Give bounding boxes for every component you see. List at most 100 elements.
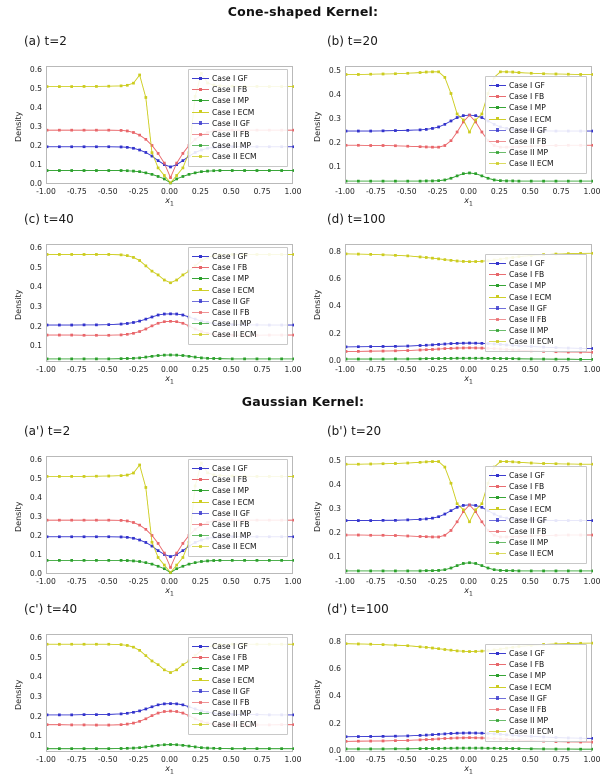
legend-item-case-ii-mp[interactable]: Case II MP [192,140,283,151]
legend-item-case-ii-mp[interactable]: Case II MP [489,537,582,548]
legend-item-case-i-fb[interactable]: Case I FB [489,659,582,670]
legend-swatch-icon [192,642,209,651]
y-tick-label: 0.2 [29,140,42,150]
legend-item-case-i-mp[interactable]: Case I MP [192,485,283,496]
legend-swatch-icon [192,653,209,662]
legend-swatch-icon [489,92,506,101]
legend-item-case-ii-gf[interactable]: Case II GF [489,693,582,704]
legend-item-case-i-gf[interactable]: Case I GF [489,470,582,481]
legend-item-case-ii-fb[interactable]: Case II FB [489,526,582,537]
legend-item-case-ii-fb[interactable]: Case II FB [489,136,582,147]
legend-item-case-i-gf[interactable]: Case I GF [192,463,283,474]
y-tick-label: 0.5 [29,652,42,662]
legend-item-case-ii-mp[interactable]: Case II MP [489,147,582,158]
y-axis-title-dp: Density [313,679,322,710]
legend-ap[interactable]: Case I GF Case I FB Case I MP Case I ECM Cas… [188,459,288,557]
legend-item-case-i-mp[interactable]: Case I MP [192,663,283,674]
legend-cp[interactable]: Case I GF Case I FB Case I MP Case I ECM Cas… [188,637,288,735]
legend-item-case-ii-ecm[interactable]: Case II ECM [489,726,582,737]
legend-item-case-ii-mp[interactable]: Case II MP [192,318,283,329]
legend-item-case-i-gf[interactable]: Case I GF [489,258,582,269]
legend-a[interactable]: Case I GF Case I FB Case I MP Case I ECM Cas… [188,69,288,167]
legend-item-case-ii-gf[interactable]: Case II GF [489,303,582,314]
x-axis-title-d: x1 [464,374,473,386]
legend-item-case-i-ecm[interactable]: Case I ECM [489,292,582,303]
legend-item-case-i-fb[interactable]: Case I FB [192,652,283,663]
legend-b[interactable]: Case I GF Case I FB Case I MP Case I ECM Cas… [485,76,587,174]
legend-label: Case II MP [212,141,252,151]
legend-item-case-ii-gf[interactable]: Case II GF [192,508,283,519]
legend-item-case-i-fb[interactable]: Case I FB [489,91,582,102]
legend-item-case-i-gf[interactable]: Case I GF [489,80,582,91]
legend-item-case-ii-ecm[interactable]: Case II ECM [192,151,283,162]
legend-bp[interactable]: Case I GF Case I FB Case I MP Case I ECM Cas… [485,466,587,564]
legend-label: Case I FB [212,475,248,485]
legend-item-case-i-fb[interactable]: Case I FB [192,262,283,273]
legend-label: Case II MP [509,716,549,726]
legend-label: Case II FB [509,705,547,715]
legend-label: Case II FB [509,527,547,537]
x-tick-label: 0.75 [552,187,570,196]
legend-item-case-i-gf[interactable]: Case I GF [192,251,283,262]
legend-item-case-i-mp[interactable]: Case I MP [489,670,582,681]
legend-item-case-i-ecm[interactable]: Case I ECM [489,682,582,693]
legend-item-case-i-ecm[interactable]: Case I ECM [489,504,582,515]
legend-item-case-i-ecm[interactable]: Case I ECM [192,497,283,508]
legend-item-case-i-gf[interactable]: Case I GF [489,648,582,659]
legend-item-case-i-mp[interactable]: Case I MP [192,95,283,106]
y-tick-label: 0.2 [29,711,42,721]
legend-item-case-ii-gf[interactable]: Case II GF [489,515,582,526]
legend-item-case-i-ecm[interactable]: Case I ECM [192,107,283,118]
legend-item-case-ii-mp[interactable]: Case II MP [489,325,582,336]
legend-c[interactable]: Case I GF Case I FB Case I MP Case I ECM Cas… [188,247,288,345]
legend-label: Case I ECM [509,682,552,692]
legend-dp[interactable]: Case I GF Case I FB Case I MP Case I ECM Cas… [485,644,587,742]
x-tick-label: 0.75 [253,187,271,196]
legend-item-case-i-fb[interactable]: Case I FB [489,481,582,492]
legend-item-case-ii-fb[interactable]: Case II FB [192,129,283,140]
legend-swatch-icon [489,326,506,335]
legend-item-case-i-fb[interactable]: Case I FB [192,84,283,95]
legend-item-case-ii-mp[interactable]: Case II MP [489,715,582,726]
legend-label: Case I GF [509,649,545,659]
legend-item-case-ii-ecm[interactable]: Case II ECM [192,719,283,730]
legend-item-case-ii-gf[interactable]: Case II GF [192,118,283,129]
legend-item-case-i-mp[interactable]: Case I MP [489,280,582,291]
legend-item-case-ii-fb[interactable]: Case II FB [192,519,283,530]
legend-item-case-i-mp[interactable]: Case I MP [489,492,582,503]
legend-item-case-i-mp[interactable]: Case I MP [489,102,582,113]
series-case-ii-ecm [346,460,593,524]
legend-label: Case II GF [509,515,548,525]
legend-item-case-ii-fb[interactable]: Case II FB [192,697,283,708]
legend-item-case-i-mp[interactable]: Case I MP [192,273,283,284]
legend-item-case-ii-ecm[interactable]: Case II ECM [192,329,283,340]
legend-item-case-i-gf[interactable]: Case I GF [192,641,283,652]
y-tick-label: 0.1 [29,341,42,351]
legend-item-case-ii-ecm[interactable]: Case II ECM [489,336,582,347]
x-tick-label: -0.75 [366,365,386,374]
legend-item-case-ii-ecm[interactable]: Case II ECM [192,541,283,552]
legend-item-case-i-fb[interactable]: Case I FB [192,474,283,485]
legend-item-case-i-ecm[interactable]: Case I ECM [489,114,582,125]
legend-item-case-ii-gf[interactable]: Case II GF [192,296,283,307]
legend-item-case-ii-fb[interactable]: Case II FB [489,704,582,715]
legend-item-case-ii-mp[interactable]: Case II MP [192,530,283,541]
x-tick-label: 0.50 [222,365,240,374]
legend-item-case-ii-gf[interactable]: Case II GF [192,686,283,697]
legend-item-case-i-ecm[interactable]: Case I ECM [192,675,283,686]
legend-item-case-ii-fb[interactable]: Case II FB [489,314,582,325]
legend-item-case-ii-mp[interactable]: Case II MP [192,708,283,719]
legend-item-case-i-ecm[interactable]: Case I ECM [192,285,283,296]
legend-item-case-i-gf[interactable]: Case I GF [192,73,283,84]
legend-item-case-ii-fb[interactable]: Case II FB [192,307,283,318]
legend-item-case-i-fb[interactable]: Case I FB [489,269,582,280]
legend-label: Case I FB [509,482,545,492]
x-tick-label: 0.00 [161,187,178,196]
legend-label: Case II ECM [212,542,257,552]
legend-item-case-ii-ecm[interactable]: Case II ECM [489,158,582,169]
panel-label-d: (d) t=100 [327,212,386,226]
legend-item-case-ii-ecm[interactable]: Case II ECM [489,548,582,559]
legend-d[interactable]: Case I GF Case I FB Case I MP Case I ECM Cas… [485,254,587,352]
legend-item-case-ii-gf[interactable]: Case II GF [489,125,582,136]
